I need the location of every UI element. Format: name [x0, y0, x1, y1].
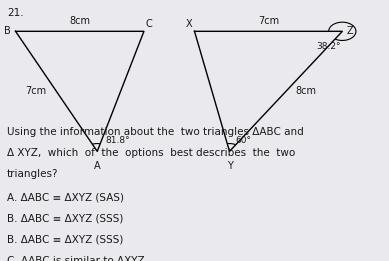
Text: Using the information about the  two triangles ΔABC and: Using the information about the two tria… — [7, 127, 304, 137]
Text: C: C — [146, 19, 152, 29]
Text: 38.2°: 38.2° — [316, 42, 340, 51]
Text: Z: Z — [347, 26, 354, 36]
Text: Y: Y — [226, 161, 233, 170]
Text: B. ΔABC ≡ ΔXYZ (SSS): B. ΔABC ≡ ΔXYZ (SSS) — [7, 213, 123, 223]
Text: B: B — [4, 26, 11, 36]
Text: X: X — [186, 19, 193, 29]
Text: B. ΔABC ≡ ΔXYZ (SSS): B. ΔABC ≡ ΔXYZ (SSS) — [7, 235, 123, 245]
Text: 81.8°: 81.8° — [105, 136, 130, 145]
Text: A: A — [94, 161, 101, 170]
Text: 7cm: 7cm — [26, 86, 47, 96]
Text: A. ΔABC ≡ ΔXYZ (SAS): A. ΔABC ≡ ΔXYZ (SAS) — [7, 192, 124, 202]
Text: C. ΔABC is similar to ΔXYZ: C. ΔABC is similar to ΔXYZ — [7, 256, 145, 261]
Text: Δ XYZ,  which  of  the  options  best describes  the  two: Δ XYZ, which of the options best describ… — [7, 148, 295, 158]
Text: 7cm: 7cm — [258, 16, 279, 26]
Text: triangles?: triangles? — [7, 169, 58, 179]
Text: 8cm: 8cm — [69, 16, 90, 26]
Text: 60°: 60° — [235, 136, 251, 145]
Text: 21.: 21. — [7, 8, 24, 18]
Text: 8cm: 8cm — [296, 86, 317, 96]
